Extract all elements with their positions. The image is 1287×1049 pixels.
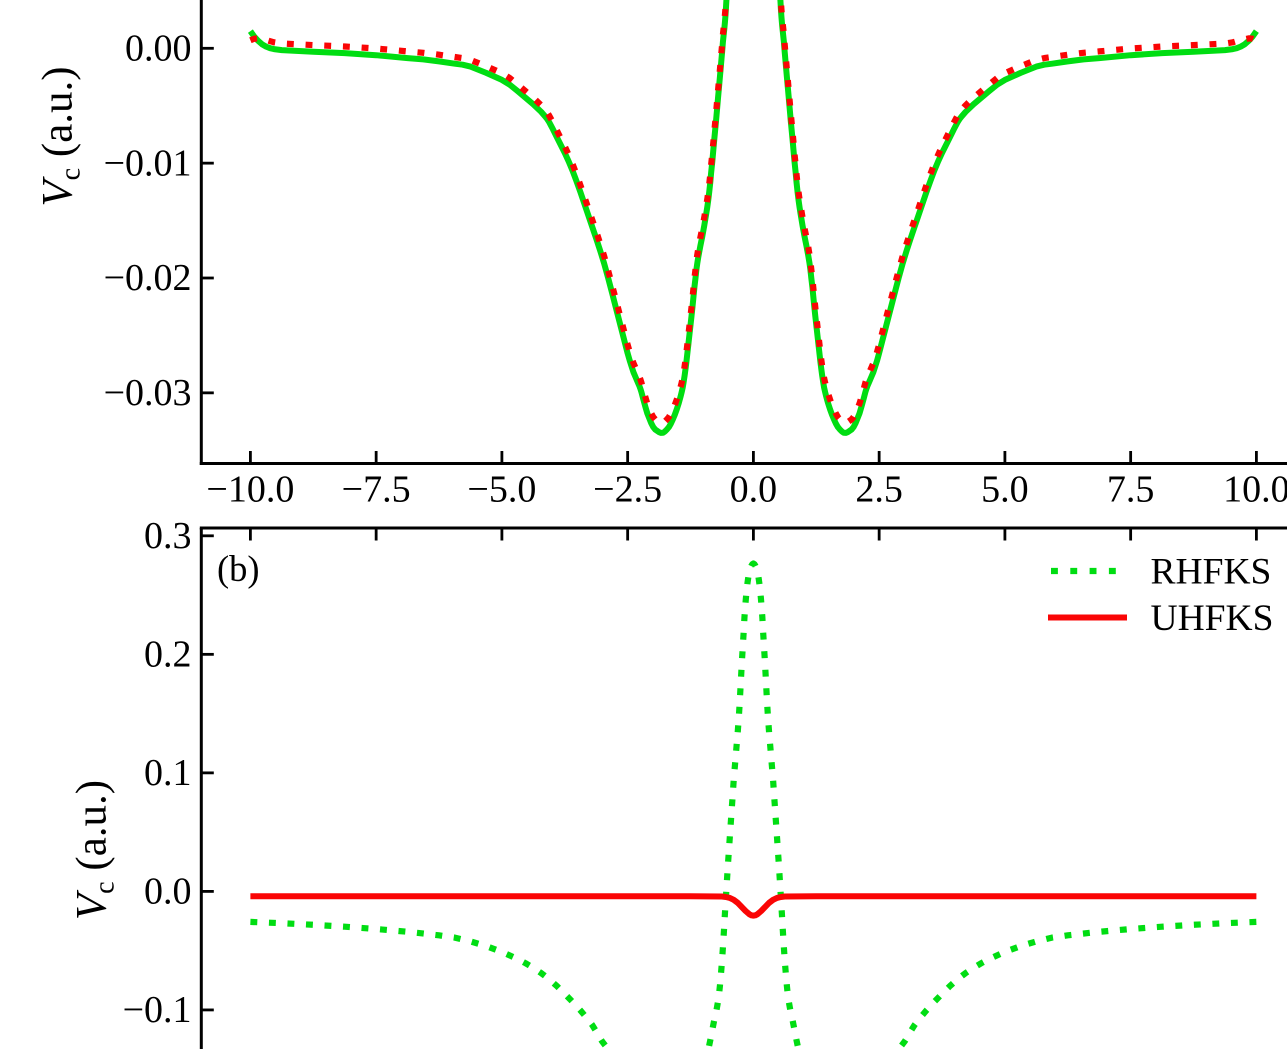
x-tick-label: −7.5 <box>342 468 411 510</box>
panel-b-label: (b) <box>217 548 260 589</box>
y-tick-label: 0.0 <box>144 871 192 913</box>
legend: RHFKS UHFKS <box>1048 551 1273 639</box>
panel-b-ylabel: Vc (a.u.) <box>69 780 121 920</box>
panel-a-curves <box>247 0 1259 436</box>
panel-a: −10.0 −7.5 −5.0 −2.5 0.0 2.5 5.0 7.5 10.0 0.00 −0.… <box>35 0 1287 510</box>
series-RHFKS <box>250 560 1257 1049</box>
y-tick-label: 0.00 <box>125 27 192 69</box>
y-tick-label: −0.02 <box>104 257 192 299</box>
x-tick-label: 7.5 <box>1107 468 1155 510</box>
y-tick-label: 0.2 <box>144 633 192 675</box>
panel-b: 0.3 0.2 0.1 0.0 −0.1 Vc (a.u.) (b) RHFKS UHF… <box>69 515 1287 1049</box>
x-tick-label: 2.5 <box>855 468 903 510</box>
y-tick-label: −0.1 <box>123 989 192 1031</box>
legend-label-rhfks: RHFKS <box>1151 551 1272 592</box>
series-dotted-red-curve <box>249 0 1258 426</box>
x-tick-label: −10.0 <box>206 468 294 510</box>
y-tick-label: −0.03 <box>104 372 192 414</box>
panel-a-ylabel: Vc (a.u.) <box>35 66 87 206</box>
panel-a-axes: −10.0 −7.5 −5.0 −2.5 0.0 2.5 5.0 7.5 10.0 0.00 −0.… <box>104 0 1287 510</box>
panel-b-axes: 0.3 0.2 0.1 0.0 −0.1 <box>123 515 1287 1049</box>
series-UHFKS <box>250 893 1257 919</box>
x-tick-label: 10.0 <box>1223 468 1287 510</box>
panel-b-curves <box>250 560 1257 1049</box>
x-tick-label: 5.0 <box>981 468 1029 510</box>
series-solid-green-curve <box>247 0 1259 436</box>
x-tick-label: −2.5 <box>593 468 662 510</box>
x-tick-label: −5.0 <box>467 468 536 510</box>
y-tick-label: 0.3 <box>144 515 192 557</box>
legend-label-uhfks: UHFKS <box>1151 598 1274 639</box>
y-tick-label: −0.01 <box>104 142 192 184</box>
x-tick-label: 0.0 <box>730 468 778 510</box>
y-tick-label: 0.1 <box>144 752 192 794</box>
